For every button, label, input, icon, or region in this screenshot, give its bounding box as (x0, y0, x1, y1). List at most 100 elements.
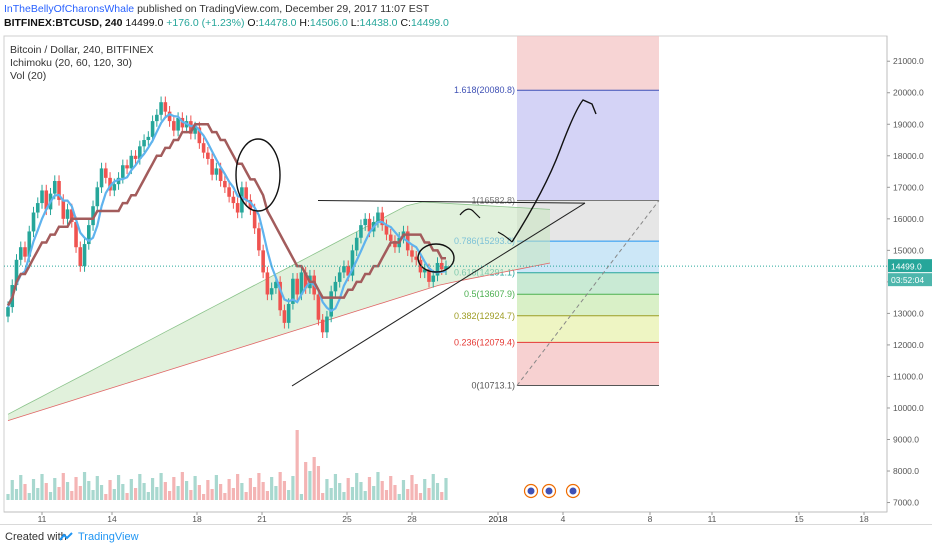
candle-body (23, 247, 27, 257)
volume-bar (355, 473, 359, 500)
x-tick-label: 18 (192, 514, 202, 524)
volume-bar (325, 479, 329, 500)
tradingview-logo-icon (59, 532, 73, 541)
candle-body (31, 212, 36, 232)
candle-body (316, 294, 321, 320)
candle-body (359, 225, 363, 238)
volume-bar (48, 492, 53, 500)
volume-bar (227, 479, 231, 500)
candle-body (18, 247, 23, 260)
volume-bar (10, 480, 14, 500)
volume-bar (248, 478, 252, 500)
volume-bar (133, 488, 138, 500)
volume-bar (304, 462, 308, 500)
x-tick-label: 14 (107, 514, 117, 524)
candle-body (99, 168, 104, 188)
candle-body (367, 218, 372, 232)
volume-legend[interactable]: Vol (20) (10, 70, 47, 82)
hand-drawn-circle-top (235, 138, 281, 212)
tenkan-line (6, 112, 447, 313)
change-value: +176.0 (+1.23%) (166, 17, 245, 29)
candle-body (121, 165, 125, 178)
candle-body (210, 158, 214, 175)
candle-body (261, 250, 265, 273)
volume-bar (342, 492, 346, 500)
volume-bar (265, 491, 269, 500)
volume-bar (27, 493, 31, 500)
volume-bar (176, 486, 180, 500)
volume-bar (308, 471, 312, 500)
volume-bar (406, 489, 410, 500)
y-tick-label: 13000.0 (893, 308, 924, 318)
volume-bar (108, 480, 112, 500)
fib-level-label: 0.5(13607.9) (464, 289, 515, 299)
candle-body (57, 181, 61, 200)
candle-body (252, 209, 257, 229)
candle-body (159, 102, 163, 115)
candle-body (218, 168, 223, 182)
candle-body (44, 190, 49, 210)
volume-bar (440, 492, 444, 500)
candle-body (422, 269, 427, 273)
candle-body (444, 266, 448, 270)
low-label: L: (350, 17, 360, 29)
senkou-span-a (7, 201, 551, 415)
volume-bar (219, 484, 223, 500)
volume-bar (74, 477, 78, 500)
fib-level-label: 0.236(12079.4) (454, 337, 515, 347)
candle-body (150, 121, 155, 137)
volume-bar (197, 485, 201, 500)
volume-bar (257, 473, 261, 500)
volume-bar (346, 478, 350, 500)
volume-bar (295, 430, 299, 500)
volume-bar (363, 491, 367, 500)
tradingview-brand[interactable]: TradingView (78, 531, 139, 543)
candle-body (235, 203, 240, 213)
price-chart[interactable]: 21000.0 20000.0 19000.0 18000.0 17000.0 16000… (0, 0, 932, 524)
candle-body (286, 303, 291, 323)
countdown-badge (888, 273, 932, 287)
open-label: O: (247, 17, 259, 29)
y-tick-label: 20000.0 (893, 88, 924, 98)
candle-body (104, 168, 108, 178)
candle-body (384, 225, 389, 235)
volume-bar (244, 492, 248, 500)
volume-bar (70, 491, 74, 500)
candle-body (176, 117, 180, 131)
volume-bar (202, 494, 206, 500)
candle-body (299, 272, 304, 295)
ichimoku-legend[interactable]: Ichimoku (20, 60, 120, 30) (10, 57, 132, 69)
y-tick-label: 12000.0 (893, 340, 924, 350)
candle-body (35, 203, 40, 213)
symbol-title[interactable]: Bitcoin / Dollar, 240, BITFINEX (10, 44, 154, 56)
volume-bar (138, 474, 142, 500)
countdown-label: 03:52:04 (891, 275, 924, 285)
x-tick-label: 21 (257, 514, 267, 524)
candle-body (142, 140, 146, 147)
volume-bar (125, 493, 129, 500)
volume-bar (53, 478, 57, 500)
volume-bar (380, 481, 384, 500)
candle-body (52, 181, 57, 194)
symbol-label[interactable]: BITFINEX:BTCUSD, 240 (4, 17, 123, 29)
fib-level-label: 1(16582.8) (471, 195, 515, 205)
candle-body (14, 259, 19, 286)
fib-band-lightgreen (517, 294, 659, 316)
candle-body (269, 288, 274, 295)
last-price-label: 14499.0 (891, 262, 922, 272)
candle-body (125, 165, 129, 169)
candle-body (78, 247, 83, 267)
x-tick-label: 11 (38, 514, 47, 524)
candle-body (155, 114, 159, 122)
volume-bar (44, 483, 48, 500)
volume-bar (287, 490, 291, 500)
candle-body (193, 127, 197, 134)
candle-body (325, 316, 329, 333)
candle-body (274, 281, 278, 289)
volume-bar (444, 478, 448, 500)
candle-body (40, 190, 44, 204)
publish-info: published on TradingView.com, December 2… (134, 3, 430, 15)
author-link[interactable]: InTheBellyOfCharonsWhale (4, 3, 135, 15)
candle-body (231, 196, 236, 204)
candle-body (431, 275, 436, 282)
